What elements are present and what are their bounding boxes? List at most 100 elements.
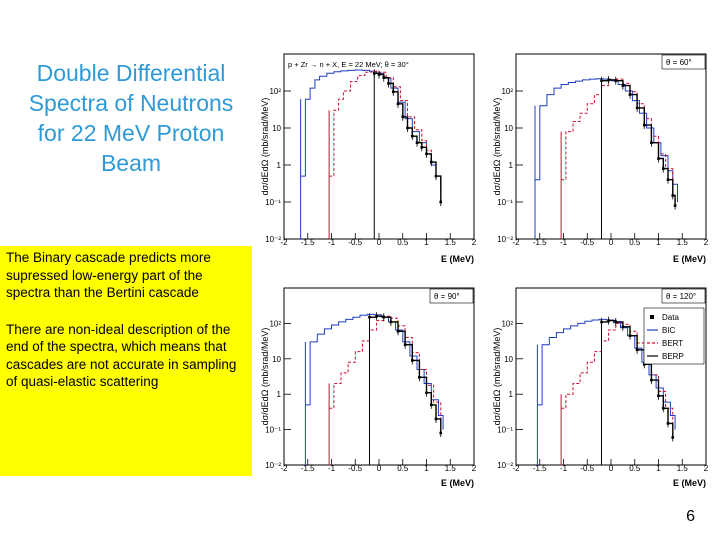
data-point — [650, 141, 653, 145]
x-tick-label: 0 — [609, 238, 614, 247]
data-point — [621, 84, 625, 87]
x-tick-label: 2 — [472, 238, 477, 247]
data-point — [434, 174, 438, 178]
data-point — [671, 436, 675, 439]
spectrum-plot-3: -2 -1.5 -1 -0.5 0 0.5 1 1.5 2 10⁻² 10⁻¹ 1 10 10² E (Me… — [260, 287, 477, 488]
y-tick-label: 1 — [509, 161, 514, 170]
x-tick-label: 1.5 — [677, 464, 689, 473]
data-point — [628, 93, 632, 96]
y-tick-label: 10² — [269, 87, 281, 96]
angle-label-box — [429, 288, 474, 304]
x-tick-label: 2 — [472, 464, 477, 473]
data-point — [391, 90, 395, 94]
data-point — [429, 403, 433, 407]
y-tick-label: 10 — [272, 124, 281, 133]
spectrum-plot-2: -2 -1.5 -1 -0.5 0 0.5 1 1.5 2 10⁻² 10⁻¹ 1 10 10² E (Me… — [492, 53, 709, 264]
x-tick-label: -1.5 — [533, 464, 547, 473]
x-tick-label: 0 — [377, 464, 382, 473]
data-point — [429, 160, 433, 164]
data-point — [642, 123, 646, 127]
data-point — [671, 194, 675, 197]
data-point — [396, 329, 400, 333]
title-line: Double Differential — [36, 60, 226, 86]
data-point — [607, 78, 610, 82]
legend-marker — [650, 315, 654, 319]
y-tick-label: 10⁻¹ — [265, 198, 281, 207]
y-tick-label: 1 — [277, 390, 282, 399]
data-point — [650, 378, 653, 382]
series-bic-line — [537, 318, 676, 430]
data-point — [387, 82, 390, 85]
note-paragraph: The Binary cascade predicts more supress… — [6, 250, 211, 300]
title-line: for 22 MeV Proton — [37, 120, 225, 146]
x-tick-label: 1.5 — [677, 238, 689, 247]
x-tick-label: 1 — [656, 464, 661, 473]
angle-label-box — [661, 288, 706, 304]
x-tick-label: 0 — [609, 464, 614, 473]
y-tick-label: 10⁻¹ — [497, 426, 513, 435]
y-tick-label: 10 — [504, 355, 513, 364]
data-point — [410, 359, 414, 362]
data-point — [403, 343, 407, 347]
data-point — [614, 79, 618, 82]
y-tick-label: 10 — [272, 355, 281, 364]
y-tick-label: 1 — [509, 390, 514, 399]
x-tick-label: -1 — [560, 464, 568, 473]
x-axis-label: E (MeV) — [441, 254, 474, 264]
data-point — [635, 106, 639, 110]
slide-title: Double Differential Spectra of Neutrons … — [0, 58, 262, 178]
spectrum-plot-4: -2 -1.5 -1 -0.5 0 0.5 1 1.5 2 10⁻² 10⁻¹ 1 10 10² E (Me… — [492, 287, 709, 488]
series-bic-line — [300, 69, 442, 191]
data-point — [666, 422, 670, 425]
series-bert-line — [561, 322, 674, 424]
data-point — [621, 325, 625, 329]
data-point — [425, 391, 428, 395]
data-point — [661, 406, 665, 410]
x-tick-label: 1 — [424, 238, 429, 247]
x-tick-label: 0.5 — [629, 464, 641, 473]
x-axis-label: E (MeV) — [441, 478, 474, 488]
y-tick-label: 10² — [269, 319, 281, 328]
data-point — [600, 320, 603, 324]
y-tick-label: 10² — [501, 319, 513, 328]
x-axis-label: E (MeV) — [673, 254, 706, 264]
data-point — [425, 152, 428, 156]
y-axis-label: dσ/dEdΩ (mb/srad/MeV) — [492, 98, 502, 196]
spectrum-plot-1: -2 -1.5 -1 -0.5 0 0.5 1 1.5 2 10⁻² 10⁻¹ 1 10 10² E (Me… — [260, 53, 477, 264]
x-tick-label: 1 — [656, 238, 661, 247]
x-tick-label: 0 — [377, 238, 382, 247]
data-point — [666, 178, 670, 182]
x-tick-label: -0.5 — [348, 238, 362, 247]
y-tick-label: 10 — [504, 124, 513, 133]
x-tick-label: -1 — [328, 464, 336, 473]
x-tick-label: 0.5 — [629, 238, 641, 247]
data-point — [434, 417, 438, 421]
data-point — [382, 76, 386, 79]
data-point — [389, 320, 393, 324]
title-line: Beam — [100, 150, 162, 176]
highlight-note: The Binary cascade predicts more supress… — [0, 246, 252, 476]
x-tick-label: -1.5 — [301, 238, 315, 247]
data-point — [661, 167, 665, 170]
data-point — [657, 157, 660, 160]
x-tick-label: -1.5 — [533, 238, 547, 247]
data-point — [607, 319, 610, 322]
data-point — [401, 115, 405, 119]
data-point — [377, 73, 381, 76]
data-point — [375, 314, 378, 318]
x-tick-label: 1.5 — [445, 238, 457, 247]
data-point — [600, 79, 603, 82]
data-point — [396, 102, 400, 106]
y-tick-label: 10⁻² — [265, 461, 281, 470]
data-point — [410, 134, 414, 138]
y-tick-label: 1 — [277, 161, 282, 170]
legend-entry: BIC — [662, 326, 676, 335]
x-tick-label: -0.5 — [348, 464, 362, 473]
plot-frame — [283, 53, 475, 240]
angle-label: θ = 60° — [666, 58, 692, 67]
angle-label: θ = 120° — [666, 292, 696, 301]
data-point — [418, 376, 421, 379]
page-number: 6 — [686, 508, 695, 525]
data-point — [657, 394, 660, 398]
legend-entry: BERT — [662, 339, 683, 348]
